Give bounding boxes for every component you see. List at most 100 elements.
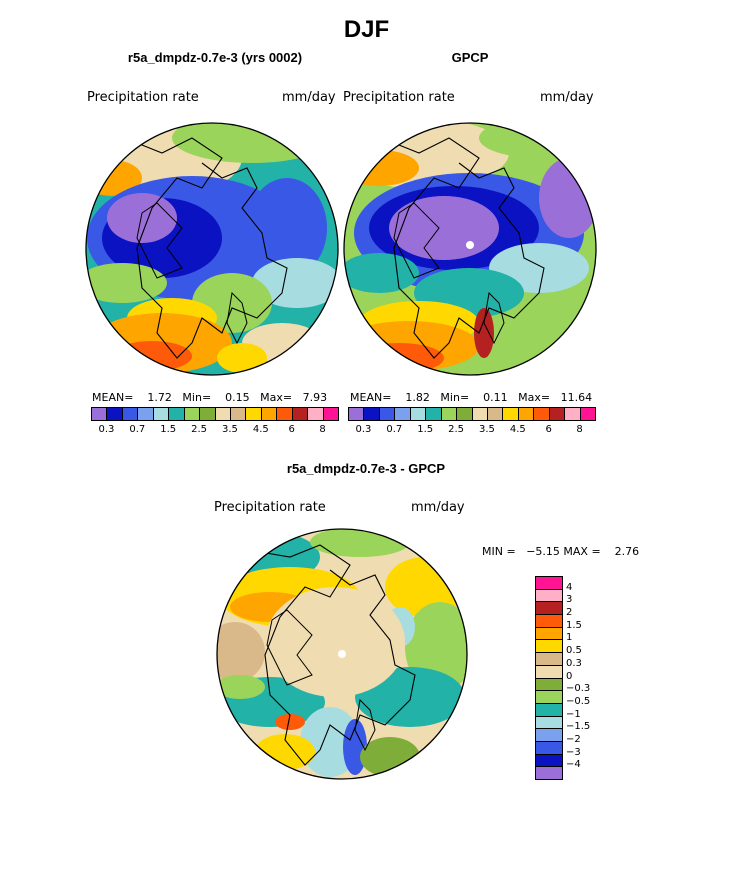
- map-border: [216, 528, 468, 780]
- colorbar-tick-label: −1.5: [566, 721, 591, 733]
- field-region: [217, 622, 265, 682]
- colorbar-swatch: [535, 702, 563, 717]
- colorbar-tick-label: 0.3: [98, 424, 115, 435]
- colorbar-tick-label: 0.3: [566, 657, 582, 669]
- field-region: [217, 675, 265, 699]
- colorbar-tick-label: 0.3: [355, 424, 372, 435]
- colorbar-swatch: [291, 407, 309, 421]
- colorbar-swatch: [535, 639, 563, 654]
- colorbar-swatch: [535, 728, 563, 742]
- field-region: [389, 196, 499, 260]
- stat-label: Max=: [260, 391, 293, 404]
- panel-diff-colorbar: [535, 576, 563, 780]
- stat-label: MIN =: [482, 545, 516, 558]
- stat-min: 0.11: [483, 391, 508, 404]
- colorbar-swatch: [91, 407, 108, 421]
- colorbar-swatch: [348, 407, 365, 421]
- stat-max: 7.93: [302, 391, 328, 404]
- coastline: [483, 291, 505, 345]
- colorbar-tick-label: −1: [566, 708, 581, 720]
- colorbar-tick-label: 4: [566, 581, 573, 593]
- colorbar-swatch: [535, 576, 563, 590]
- stat-min: 0.15: [225, 391, 250, 404]
- colorbar-swatch: [425, 407, 442, 421]
- panel-model-map: [85, 122, 339, 376]
- colorbar-swatch: [260, 407, 278, 421]
- stat-label: Min=: [440, 391, 470, 404]
- field-region: [252, 258, 338, 308]
- coastline: [259, 544, 416, 766]
- colorbar-tick-label: 1.5: [160, 424, 177, 435]
- colorbar-swatch: [535, 753, 563, 768]
- coastline: [226, 291, 248, 345]
- stat-label: MAX =: [563, 545, 601, 558]
- colorbar-tick-label: 2.5: [191, 424, 208, 435]
- colorbar-tick-label: 0.5: [566, 645, 582, 657]
- panel-diff-variable: Precipitation rate: [214, 500, 326, 515]
- coastline: [136, 137, 288, 359]
- stat-label: MEAN=: [92, 391, 134, 404]
- field-region: [499, 308, 579, 348]
- colorbar-swatch: [486, 407, 504, 421]
- colorbar-swatch: [535, 740, 563, 755]
- colorbar-tick-label: 0.7: [129, 424, 146, 435]
- colorbar-swatch: [121, 407, 139, 421]
- stat-label: Max=: [518, 391, 551, 404]
- field-region: [344, 253, 419, 293]
- stat-max: 11.64: [560, 391, 593, 404]
- colorbar-tick-label: −2: [566, 733, 581, 745]
- map-border: [85, 122, 339, 376]
- colorbar-tick-label: 2: [566, 607, 573, 619]
- colorbar-tick-label: 1: [566, 632, 573, 644]
- colorbar-swatch: [245, 407, 262, 421]
- colorbar-swatch: [535, 614, 563, 628]
- colorbar-swatch: [535, 715, 563, 730]
- field-region: [247, 178, 327, 278]
- colorbar-tick-label: −3: [566, 746, 581, 758]
- field-region: [310, 529, 410, 557]
- colorbar-tick-label: −0.5: [566, 695, 591, 707]
- colorbar-tick-label: −4: [566, 759, 581, 771]
- colorbar-tick-label: 1.5: [566, 619, 582, 631]
- stat-max: 2.76: [614, 545, 640, 558]
- panel-diff-units: mm/day: [411, 500, 465, 515]
- field-region: [112, 341, 192, 371]
- colorbar-tick-label: 3.5: [221, 424, 238, 435]
- coastline: [136, 202, 183, 279]
- colorbar-swatch: [183, 407, 201, 421]
- colorbar-tick-label: 4.5: [509, 424, 526, 435]
- colorbar-swatch: [548, 407, 566, 421]
- colorbar-swatch: [456, 407, 473, 421]
- coastline: [266, 609, 313, 686]
- page-title: DJF: [343, 16, 390, 43]
- field-region: [86, 263, 167, 303]
- field-region: [265, 587, 405, 697]
- colorbar-swatch: [152, 407, 170, 421]
- colorbar-swatch: [276, 407, 293, 421]
- map-border: [343, 122, 597, 376]
- colorbar-swatch: [307, 407, 324, 421]
- panel-obs-colorbar: [348, 407, 596, 421]
- stat-min: −5.15: [526, 545, 560, 558]
- colorbar-tick-label: 3.5: [478, 424, 495, 435]
- pole-hole: [466, 241, 474, 249]
- field-region: [479, 123, 596, 158]
- stat-label: MEAN=: [350, 391, 392, 404]
- colorbar-swatch: [199, 407, 216, 421]
- field-region: [344, 150, 419, 186]
- coastline: [393, 202, 440, 279]
- colorbar-tick-label: 6: [545, 424, 552, 435]
- colorbar-tick-label: 2.5: [448, 424, 465, 435]
- field-region: [474, 308, 494, 358]
- pole-hole: [338, 650, 346, 658]
- colorbar-swatch: [409, 407, 427, 421]
- field-region: [539, 158, 596, 238]
- stat-mean: 1.82: [405, 391, 430, 404]
- colorbar-tick-label: 0: [566, 670, 573, 682]
- colorbar-swatch: [535, 601, 563, 616]
- colorbar-swatch: [535, 664, 563, 679]
- colorbar-swatch: [137, 407, 154, 421]
- field-region: [275, 714, 305, 730]
- colorbar-swatch: [440, 407, 458, 421]
- colorbar-tick-label: 8: [319, 424, 326, 435]
